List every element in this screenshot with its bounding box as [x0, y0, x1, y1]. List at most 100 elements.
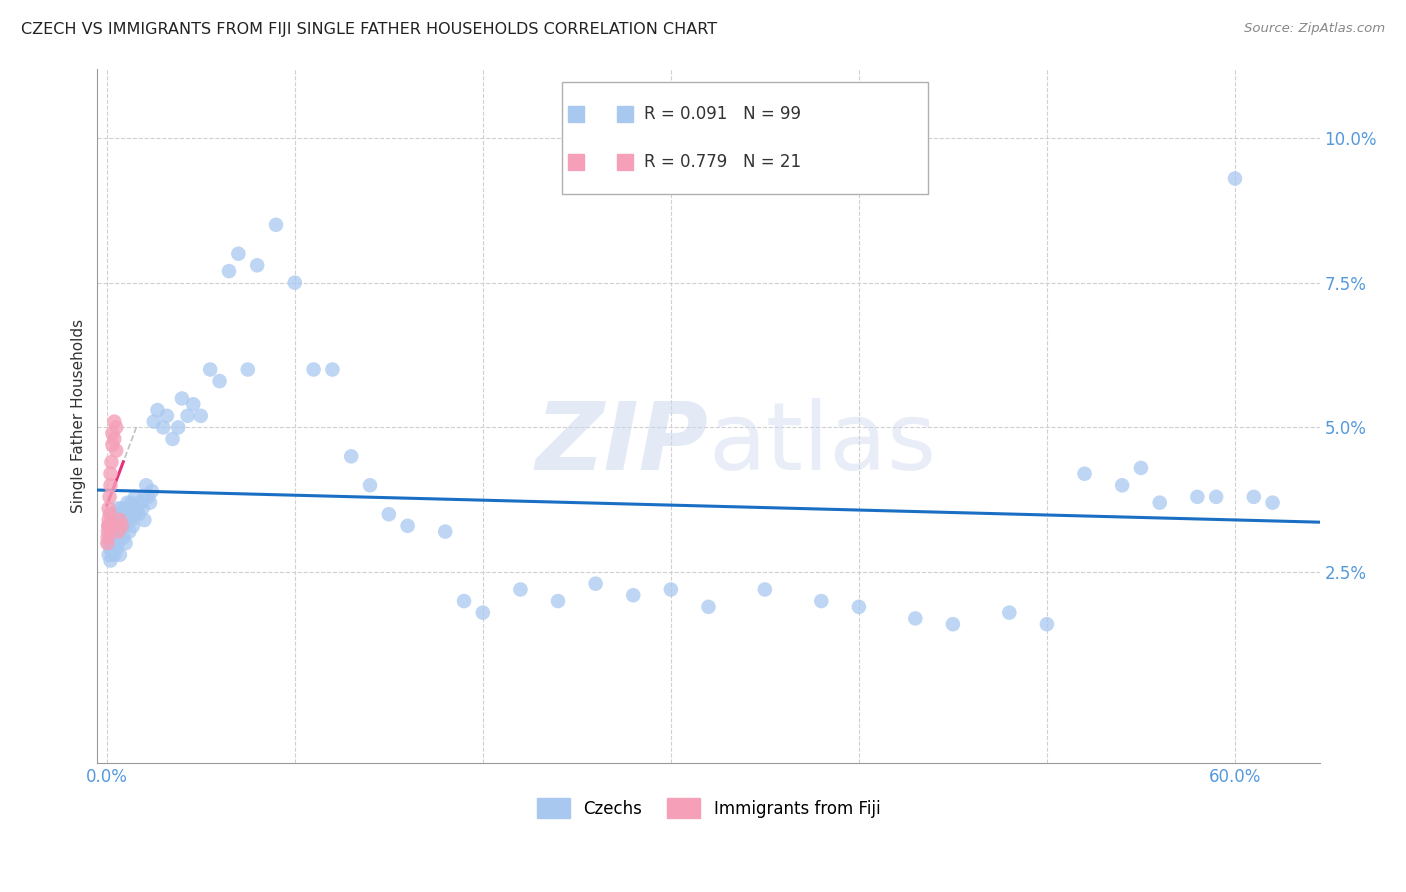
Point: [100, 530, 122, 544]
Text: atlas: atlas: [709, 398, 936, 490]
Point: [114, 518, 136, 533]
Point: [101, 438, 124, 452]
Text: R = 0.091   N = 99: R = 0.091 N = 99: [644, 104, 800, 123]
Point: [228, 246, 250, 260]
Point: [321, 362, 343, 376]
Point: [181, 397, 204, 411]
Point: [108, 513, 131, 527]
Point: [97, 513, 120, 527]
Point: [1223, 171, 1246, 186]
Point: [396, 518, 419, 533]
Point: [105, 541, 128, 556]
Point: [1205, 490, 1227, 504]
Point: [101, 507, 124, 521]
Point: [218, 264, 240, 278]
Point: [359, 478, 381, 492]
Point: [120, 496, 142, 510]
Text: ZIP: ZIP: [536, 398, 709, 490]
Point: [97, 524, 120, 539]
Point: [128, 507, 150, 521]
Point: [1149, 496, 1171, 510]
Point: [131, 501, 153, 516]
Point: [134, 490, 156, 504]
Point: [100, 541, 122, 556]
Point: [471, 606, 494, 620]
Point: [124, 490, 146, 504]
Point: [942, 617, 965, 632]
Point: [114, 536, 136, 550]
Point: [453, 594, 475, 608]
Point: [208, 374, 231, 388]
Point: [105, 524, 128, 539]
Point: [100, 478, 122, 492]
Text: Source: ZipAtlas.com: Source: ZipAtlas.com: [1244, 22, 1385, 36]
Point: [107, 536, 129, 550]
Point: [136, 490, 159, 504]
Point: [142, 415, 165, 429]
Point: [105, 443, 128, 458]
Point: [112, 507, 135, 521]
Point: [97, 536, 120, 550]
Point: [101, 530, 124, 544]
Point: [111, 501, 134, 516]
Point: [107, 518, 129, 533]
Point: [1187, 490, 1209, 504]
Point: [378, 507, 401, 521]
Point: [101, 524, 124, 539]
Point: [117, 513, 139, 527]
Point: [112, 530, 135, 544]
Point: [97, 501, 120, 516]
Point: [284, 276, 307, 290]
Point: [122, 518, 145, 533]
Point: [101, 548, 124, 562]
Point: [659, 582, 682, 597]
Point: [108, 548, 131, 562]
Point: [167, 420, 190, 434]
Point: [146, 403, 169, 417]
Point: [1129, 461, 1152, 475]
Point: [122, 501, 145, 516]
Point: [103, 536, 125, 550]
Point: [98, 518, 121, 533]
Legend: Czechs, Immigrants from Fiji: Czechs, Immigrants from Fiji: [530, 792, 887, 824]
Point: [97, 518, 120, 533]
Point: [1036, 617, 1059, 632]
Point: [998, 606, 1021, 620]
Point: [103, 415, 125, 429]
Point: [118, 501, 141, 516]
Point: [107, 501, 129, 516]
Point: [134, 513, 156, 527]
Point: [100, 467, 122, 481]
Point: [135, 478, 157, 492]
Point: [848, 599, 870, 614]
Point: [340, 450, 363, 464]
Point: [198, 362, 221, 376]
Point: [124, 507, 146, 521]
Point: [264, 218, 287, 232]
Point: [434, 524, 457, 539]
Point: [97, 548, 120, 562]
Point: [1073, 467, 1095, 481]
Point: [246, 258, 269, 272]
Point: [1261, 496, 1284, 510]
Point: [1111, 478, 1133, 492]
Point: [103, 513, 125, 527]
Point: [100, 455, 122, 469]
Point: [236, 362, 259, 376]
Point: [904, 611, 927, 625]
Point: [190, 409, 212, 423]
Point: [1243, 490, 1265, 504]
Point: [139, 496, 162, 510]
Point: [509, 582, 531, 597]
FancyBboxPatch shape: [562, 82, 928, 194]
Point: [111, 518, 134, 533]
Point: [156, 409, 179, 423]
Point: [621, 588, 644, 602]
Point: [129, 496, 152, 510]
Point: [98, 507, 121, 521]
Point: [141, 484, 163, 499]
Point: [97, 518, 120, 533]
Point: [118, 524, 141, 539]
Point: [96, 536, 118, 550]
Point: [111, 518, 134, 533]
